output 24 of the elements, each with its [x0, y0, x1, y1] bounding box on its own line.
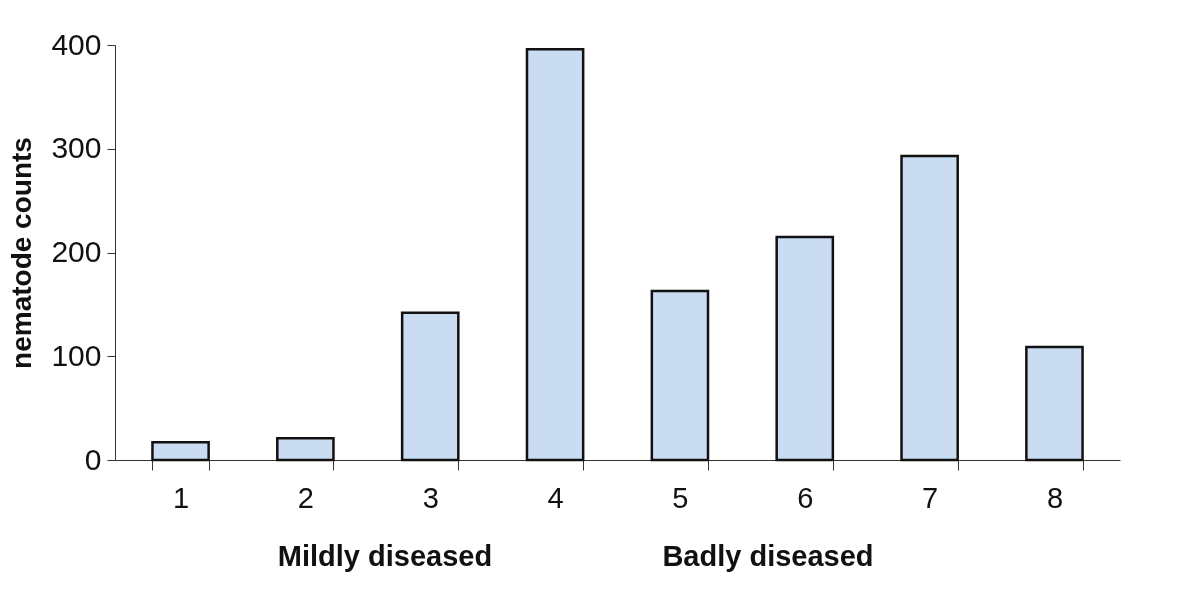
bar	[525, 47, 585, 462]
y-tick-label: 100	[51, 338, 102, 372]
bar	[650, 289, 710, 462]
x-tick-label: 1	[172, 481, 190, 514]
y-tick-label: 300	[51, 131, 102, 165]
y-axis-title: nematode counts	[6, 137, 38, 369]
x-tick-label: 5	[672, 481, 689, 514]
text: Mildly diseased	[277, 540, 493, 573]
x-tick-label: 4	[547, 481, 564, 514]
text: Badly diseased	[662, 540, 874, 573]
x-tick-label: 2	[297, 481, 314, 514]
y-tick-label: 0	[84, 442, 102, 476]
y-tick-label: 200	[51, 235, 102, 268]
x-tick-label: 7	[922, 481, 939, 514]
y-tick-label: 400	[51, 27, 102, 61]
bar	[276, 436, 335, 462]
bar	[775, 235, 835, 462]
x-tick-label: 3	[422, 481, 439, 514]
x-tick-label: 8	[1046, 481, 1064, 514]
bar	[151, 441, 210, 462]
x-tick-label: 6	[797, 481, 814, 514]
bar	[400, 311, 460, 462]
bar	[1025, 345, 1084, 462]
bar	[900, 154, 959, 462]
